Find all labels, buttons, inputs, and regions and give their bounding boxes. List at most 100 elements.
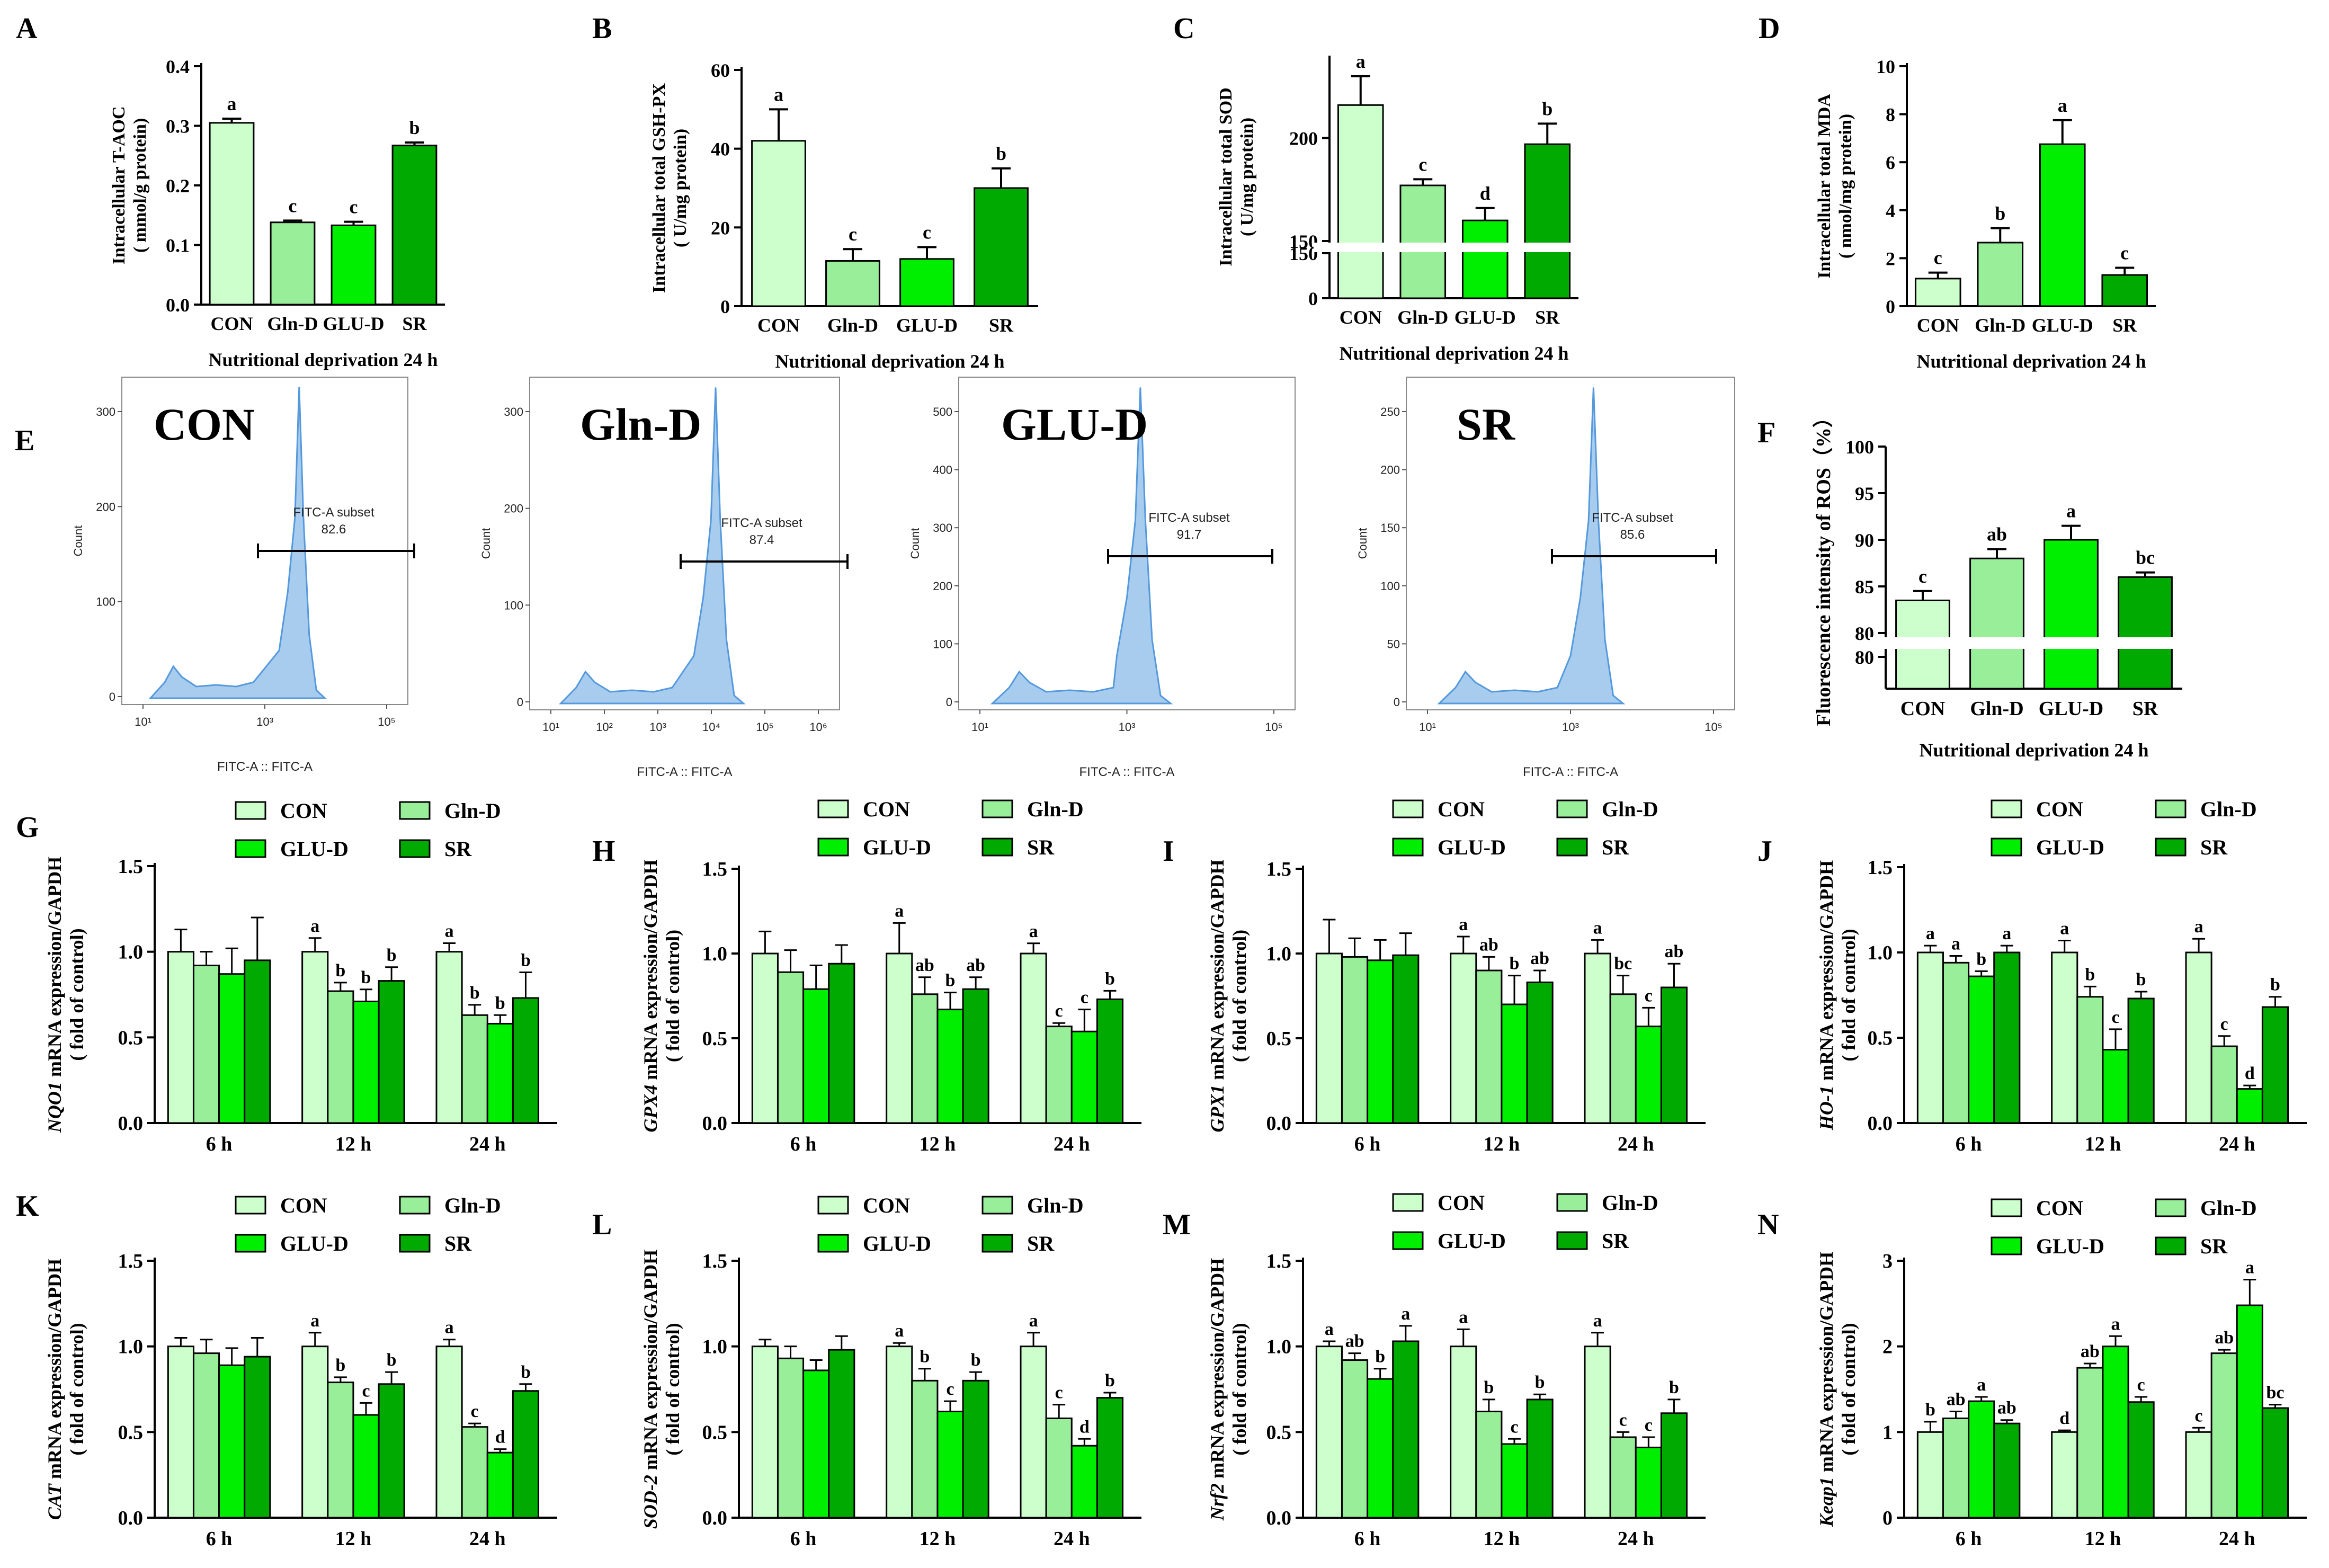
axis-break — [1870, 637, 2188, 649]
bar-GLU-D-1 — [936, 1009, 964, 1124]
bar-GLU-D-2 — [1635, 1026, 1662, 1124]
bar-SR-2 — [2261, 1407, 2289, 1519]
legend-label-Gln-D: Gln-D — [1027, 797, 1084, 821]
legend-label-SR: SR — [2200, 1234, 2228, 1258]
sig-letter: c — [946, 1379, 954, 1399]
bar-SR-2 — [2261, 1006, 2289, 1124]
gate-value: 91.7 — [1177, 528, 1202, 542]
legend-label-CON: CON — [280, 799, 327, 823]
sig-letter: ab — [2081, 1342, 2100, 1361]
legend-swatch-SR — [981, 838, 1013, 857]
y-tick-label: 0.0 — [1868, 1112, 1893, 1135]
gene-name: Keap1 — [1816, 1477, 1837, 1527]
bar-SR — [1524, 143, 1571, 299]
bar-Gln-D-2 — [1045, 1026, 1073, 1124]
y-tick-label: 95 — [1855, 483, 1874, 504]
y-axis-title-suffix: mRNA expression/GAPDH — [1816, 1252, 1837, 1477]
y-tick-label: 0.0 — [1266, 1507, 1292, 1529]
bar-GLU-D — [331, 224, 377, 306]
bar-GLU-D-1 — [2102, 1049, 2129, 1124]
sig-letter: ab — [1479, 935, 1498, 955]
y-tick-label: 80 — [1855, 647, 1874, 668]
y-axis-title: Fluorescence intensity of ROS（%） — [1813, 407, 1835, 726]
gate-label: FITC-A subset — [1592, 511, 1673, 525]
bar-GLU-D-1 — [352, 1414, 380, 1519]
bar-Gln-D-1 — [327, 1382, 354, 1519]
legend-label-Gln-D: Gln-D — [444, 799, 501, 823]
legend-label-CON: CON — [2036, 1196, 2083, 1220]
bar-Gln-D-1 — [2076, 996, 2104, 1124]
y-axis-title: Count — [908, 528, 922, 559]
x-tick-label: 10⁵ — [1265, 720, 1283, 734]
histogram-frame — [529, 377, 840, 710]
bar-SR-0 — [244, 959, 271, 1124]
y-tick-label: 6 — [1886, 152, 1895, 173]
x-tick-label-SR: SR — [1535, 307, 1560, 328]
panel-label-C: C — [1173, 12, 1194, 45]
bar-Gln-D-2 — [1609, 1436, 1637, 1519]
histogram-curve — [558, 387, 746, 705]
y-tick-label: 1.0 — [702, 943, 728, 965]
legend-swatch-CON — [1991, 1198, 2022, 1217]
y-axis-title: Nrf2 mRNA expression/GAPDH — [1207, 1258, 1228, 1521]
y-axis-unit: ( fold of control) — [66, 928, 87, 1061]
sig-letter: b — [1976, 949, 1986, 969]
x-tick-label: 24 h — [1054, 1528, 1090, 1550]
sig-letter: a — [2111, 1314, 2120, 1334]
y-tick-label: 150 — [1380, 521, 1400, 534]
y-tick-label: 100 — [504, 599, 523, 612]
legend-swatch-GLU-D — [817, 1234, 849, 1253]
bar-GLU-D-1 — [352, 1000, 380, 1124]
y-tick-label: 1.5 — [702, 858, 728, 880]
sig-letter-CON: c — [1918, 566, 1927, 587]
sig-letter-CON: a — [1356, 51, 1366, 72]
sig-letter: c — [2195, 1406, 2203, 1426]
bar-GLU-D-0 — [218, 1364, 246, 1519]
bar-GLU-D — [2044, 539, 2099, 690]
x-axis-title: FITC-A :: FITC-A — [637, 765, 733, 779]
legend-swatch-GLU-D — [1392, 838, 1424, 857]
bar-GLU-D-0 — [1367, 1378, 1394, 1519]
y-tick-label: 0 — [109, 690, 115, 703]
y-axis-title-suffix: mRNA expression/GAPDH — [44, 857, 65, 1082]
legend-swatch-CON — [817, 799, 849, 818]
bar-SR — [2101, 274, 2148, 307]
panel-label-N: N — [1757, 1208, 1779, 1241]
legend-swatch-CON — [1392, 1193, 1424, 1212]
legend-swatch-Gln-D — [399, 801, 431, 820]
x-tick-label-CON: CON — [1900, 698, 1945, 720]
y-axis-unit: ( fold of control) — [66, 1323, 87, 1455]
bar-GLU-D-0 — [218, 973, 246, 1124]
y-tick-label: 0.5 — [118, 1027, 144, 1049]
legend-label-CON: CON — [863, 797, 910, 821]
bar-SR-0 — [1993, 1422, 2021, 1519]
y-axis-unit: ( fold of control) — [1229, 930, 1250, 1062]
y-axis-title-suffix: mRNA expression/GAPDH — [1207, 859, 1228, 1084]
sig-letter: a — [1951, 934, 1960, 954]
y-tick-label: 0 — [720, 296, 730, 317]
y-axis-unit: ( U/mg protein) — [671, 129, 690, 247]
bar-SR-0 — [828, 1349, 855, 1519]
y-tick-label: 0 — [1308, 288, 1318, 309]
sig-letter: b — [387, 946, 397, 965]
gene-name: NQO1 — [44, 1082, 65, 1133]
sig-letter: ab — [1997, 1398, 2016, 1418]
gene-name: Nrf2 — [1207, 1483, 1228, 1521]
x-tick-label: 10⁴ — [702, 720, 720, 734]
sig-letter: d — [495, 1428, 505, 1447]
bar-Gln-D-2 — [1609, 993, 1637, 1124]
y-tick-label: 100 — [1845, 436, 1874, 458]
legend-swatch-SR — [2155, 1236, 2187, 1255]
x-tick-label: 6 h — [790, 1528, 817, 1550]
bar-CON-1 — [1450, 952, 1477, 1124]
y-tick-label: 0 — [946, 696, 952, 709]
bar-SR — [2118, 576, 2173, 690]
panel-label-J: J — [1757, 835, 1772, 868]
x-tick-label: 12 h — [1484, 1133, 1520, 1155]
legend-swatch-GLU-D — [235, 1234, 266, 1253]
axis-break — [1314, 243, 1584, 252]
sig-letter: d — [2059, 1409, 2069, 1428]
y-axis-unit: ( fold of control) — [1838, 1323, 1859, 1455]
bar-GLU-D-0 — [802, 988, 830, 1124]
